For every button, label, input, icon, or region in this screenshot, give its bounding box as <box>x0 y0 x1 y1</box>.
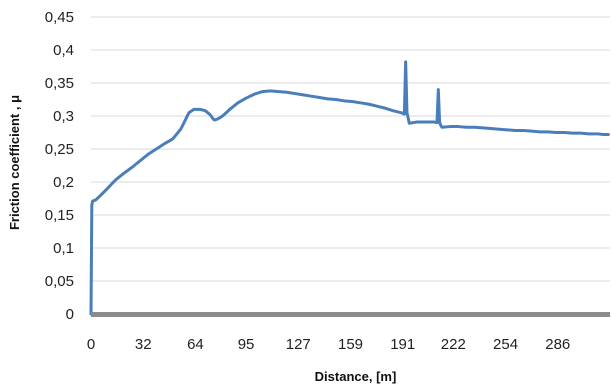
x-tick-label: 222 <box>441 336 466 353</box>
x-tick-label: 95 <box>238 336 255 353</box>
series-line <box>89 60 610 316</box>
x-tick-labels: 0 32 64 95 127 159 191 222 254 286 <box>87 336 570 353</box>
x-tick-label: 191 <box>390 336 415 353</box>
series-layer <box>89 60 610 316</box>
y-tick-label: 0,1 <box>53 240 74 257</box>
x-tick-label: 64 <box>187 336 204 353</box>
x-tick-label: 127 <box>286 336 311 353</box>
y-axis-title: Friction coefficient , μ <box>7 95 22 230</box>
x-tick-label: 0 <box>87 336 95 353</box>
y-tick-label: 0,45 <box>45 9 74 26</box>
grid-layer <box>91 16 610 282</box>
y-tick-label: 0,05 <box>45 273 74 290</box>
x-axis-line <box>91 312 610 317</box>
y-tick-label: 0,35 <box>45 75 74 92</box>
y-tick-label: 0,2 <box>53 174 74 191</box>
y-tick-label: 0,4 <box>53 42 74 59</box>
y-tick-label: 0,3 <box>53 108 74 125</box>
y-tick-label: 0,25 <box>45 141 74 158</box>
x-tick-label: 32 <box>135 336 152 353</box>
y-tick-labels: 0 0,05 0,1 0,15 0,2 0,25 0,3 0,35 0,4 0,45 <box>45 9 74 323</box>
y-tick-label: 0,15 <box>45 207 74 224</box>
x-tick-label: 286 <box>545 336 570 353</box>
x-axis-title: Distance, [m] <box>315 369 397 384</box>
x-tick-label: 159 <box>338 336 363 353</box>
y-tick-label: 0 <box>66 306 74 323</box>
x-tick-label: 254 <box>493 336 518 353</box>
